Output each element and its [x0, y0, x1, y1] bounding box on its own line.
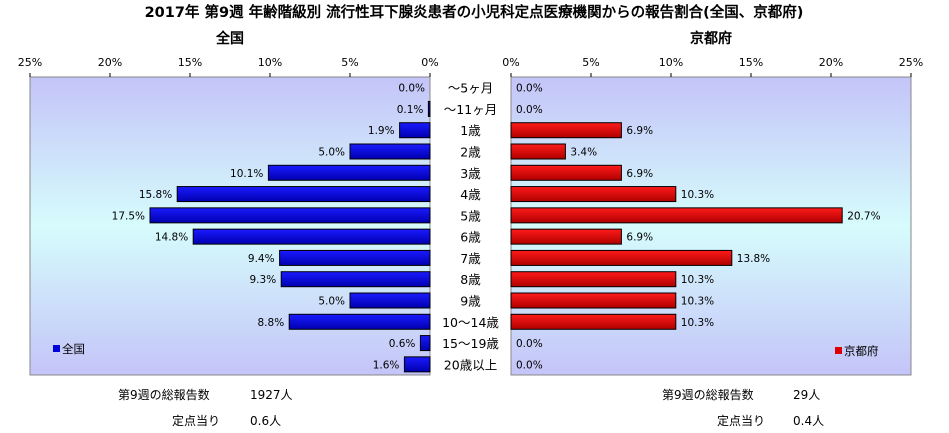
right-data-label: 10.3%: [681, 317, 714, 329]
left-axis-tick-label: 10%: [258, 56, 282, 69]
right-data-label: 0.0%: [516, 104, 543, 116]
right-data-label: 10.3%: [681, 274, 714, 286]
right-axis-tick-label: 15%: [739, 56, 763, 69]
right-total-value: 29人: [793, 388, 821, 402]
left-data-label: 10.1%: [230, 168, 263, 180]
left-data-label: 0.0%: [398, 83, 425, 95]
category-label: ～11ヶ月: [444, 102, 497, 117]
left-data-label: 14.8%: [155, 232, 188, 244]
left-data-label: 1.6%: [373, 359, 400, 371]
right-data-label: 10.3%: [681, 296, 714, 308]
right-data-label: 6.9%: [626, 125, 653, 137]
category-label: 5歳: [460, 208, 481, 223]
right-legend-swatch: [835, 347, 842, 354]
left-bar: [403, 356, 431, 373]
left-bar: [427, 100, 431, 117]
right-bar: [510, 249, 733, 266]
category-label: 3歳: [460, 166, 481, 181]
left-plot-area: [29, 76, 431, 376]
left-data-label: 15.8%: [139, 189, 172, 201]
category-label: 1歳: [460, 123, 481, 138]
left-total-value: 1927人: [250, 388, 293, 402]
category-label: 8歳: [460, 272, 481, 287]
left-per-site-value: 0.6人: [250, 414, 282, 428]
left-axis-tick-label: 20%: [98, 56, 122, 69]
right-per-site-label: 定点当り: [717, 414, 766, 428]
right-bar: [510, 228, 622, 245]
right-bar: [510, 292, 677, 309]
left-bar: [280, 271, 431, 288]
left-panel: 全国 25% 20% 15% 10% 5% 0% 0.0% 0.1%1.9% 5.0% 10.1% 1…: [18, 30, 439, 376]
category-label: 15～19歳: [442, 336, 499, 351]
right-data-label: 0.0%: [516, 338, 543, 350]
right-bar: [510, 271, 677, 288]
category-labels: ～5ヶ月 ～11ヶ月 1歳 2歳 3歳 4歳 5歳 6歳 7歳 8歳 9歳 10～14歳 15～19歳 2…: [442, 81, 499, 373]
left-bar: [176, 186, 431, 203]
left-axis-tick-label: 0%: [421, 56, 438, 69]
right-per-site-value: 0.4人: [793, 414, 825, 428]
category-label: 20歳以上: [444, 357, 497, 372]
left-axis-tick-label: 25%: [18, 56, 42, 69]
left-panel-label: 全国: [215, 30, 244, 47]
right-data-label: 0.0%: [516, 83, 543, 95]
right-data-label: 20.7%: [847, 210, 880, 222]
left-per-site-label: 定点当り: [172, 414, 221, 428]
right-data-label: 0.0%: [516, 359, 543, 371]
category-label: 7歳: [460, 251, 481, 266]
left-bar: [349, 143, 431, 160]
category-label: 4歳: [460, 187, 481, 202]
left-axis-tick-label: 5%: [341, 56, 358, 69]
left-total-label: 第9週の総報告数: [118, 388, 210, 402]
category-label: 6歳: [460, 230, 481, 245]
left-data-label: 5.0%: [318, 296, 345, 308]
left-bar: [192, 228, 431, 245]
left-data-label: 8.8%: [258, 317, 285, 329]
right-data-label: 13.8%: [737, 253, 770, 265]
right-data-label: 6.9%: [626, 168, 653, 180]
right-bar: [510, 186, 677, 203]
left-bar: [399, 122, 431, 139]
right-plot-area: [510, 76, 912, 376]
left-bar: [149, 207, 431, 224]
left-legend-label: 全国: [62, 342, 85, 356]
chart-title: 2017年 第9週 年齢階級別 流行性耳下腺炎患者の小児科定点医療機関からの報告…: [145, 3, 804, 21]
category-label: 10～14歳: [442, 315, 499, 330]
right-bar: [510, 164, 622, 181]
right-legend-label: 京都府: [844, 344, 879, 358]
left-data-label: 9.3%: [250, 274, 277, 286]
right-bar: [510, 313, 677, 330]
left-data-label: 0.1%: [397, 104, 424, 116]
left-bar: [279, 249, 431, 266]
right-data-label: 10.3%: [681, 189, 714, 201]
right-panel-label: 京都府: [690, 30, 732, 47]
left-bar: [419, 335, 431, 352]
right-data-label: 3.4%: [570, 147, 597, 159]
left-data-label: 1.9%: [368, 125, 395, 137]
category-label: ～5ヶ月: [448, 81, 493, 96]
right-axis-tick-label: 5%: [582, 56, 599, 69]
left-data-label: 9.4%: [248, 253, 275, 265]
right-axis-tick-label: 10%: [659, 56, 683, 69]
left-data-label: 5.0%: [318, 147, 345, 159]
left-data-label: 17.5%: [112, 210, 145, 222]
left-data-label: 0.6%: [389, 338, 416, 350]
left-axis-tick-label: 15%: [178, 56, 202, 69]
right-total-label: 第9週の総報告数: [662, 388, 754, 402]
left-bar: [267, 164, 431, 181]
right-data-label: 6.9%: [626, 232, 653, 244]
right-axis-tick-label: 0%: [502, 56, 519, 69]
left-bar: [288, 313, 431, 330]
left-legend-swatch: [53, 345, 60, 352]
right-bar: [510, 143, 566, 160]
category-label: 2歳: [460, 145, 481, 160]
right-axis-tick-label: 20%: [819, 56, 843, 69]
right-bar: [510, 122, 622, 139]
right-bar: [510, 207, 843, 224]
left-bar: [349, 292, 431, 309]
category-label: 9歳: [460, 294, 481, 309]
right-panel: 京都府 0% 5% 10% 15% 20% 25% 0.0% 0.0% 6.9% 3.4% 6.9% 1…: [502, 30, 923, 376]
right-axis-tick-label: 25%: [899, 56, 923, 69]
